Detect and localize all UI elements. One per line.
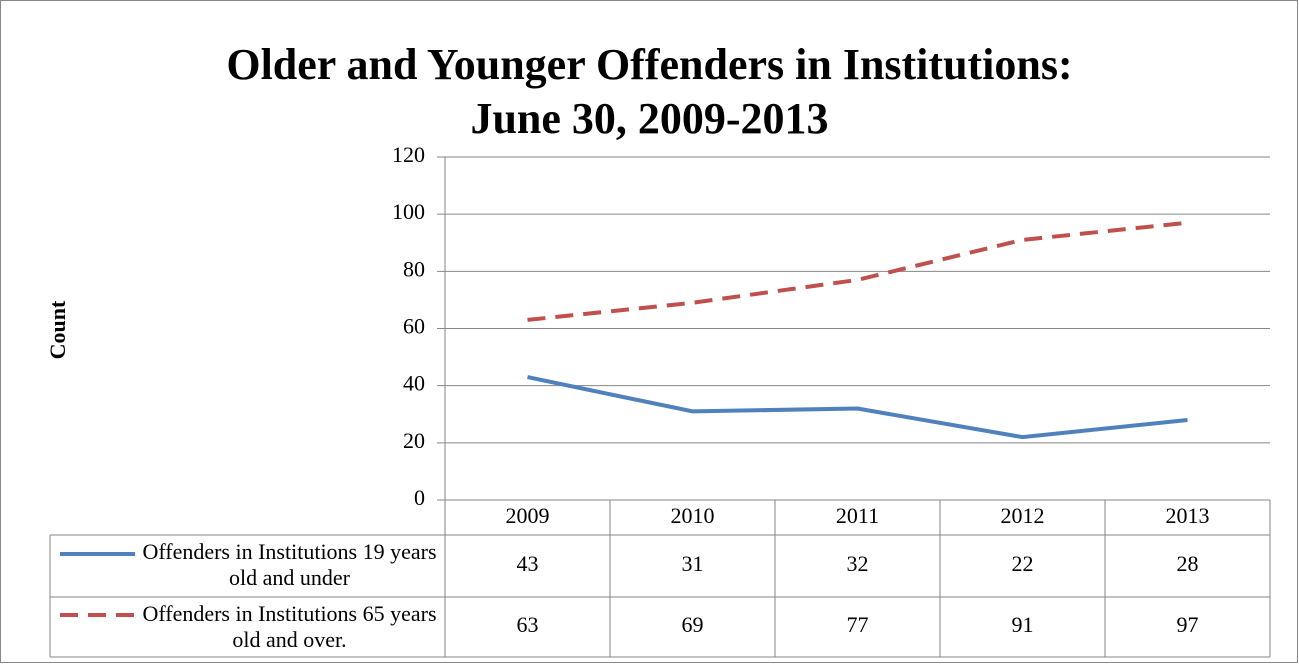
x-tick-label: 2010 — [671, 503, 715, 528]
y-tick-label: 40 — [403, 371, 425, 396]
x-tick-label: 2009 — [506, 503, 550, 528]
legend-label: Offenders in Institutions 19 years old a… — [142, 539, 437, 590]
data-label: 77 — [847, 612, 869, 637]
data-label: 28 — [1177, 551, 1199, 576]
y-tick-label: 60 — [403, 314, 425, 339]
data-label: 43 — [517, 551, 539, 576]
data-label: 31 — [682, 551, 704, 576]
y-tick-label: 120 — [392, 142, 425, 167]
data-label: 63 — [517, 612, 539, 637]
data-label: 32 — [847, 551, 869, 576]
legend-label: Offenders in Institutions 65 years old a… — [142, 601, 437, 652]
x-tick-label: 2011 — [836, 503, 879, 528]
y-axis-label: Count — [45, 300, 70, 359]
x-tick-label: 2013 — [1166, 503, 1210, 528]
y-tick-label: 100 — [392, 199, 425, 224]
x-tick-label: 2012 — [1001, 503, 1045, 528]
data-label: 91 — [1012, 612, 1034, 637]
data-label: 22 — [1012, 551, 1034, 576]
y-tick-label: 20 — [403, 428, 425, 453]
series-line — [527, 375, 1188, 440]
y-tick-label: 80 — [403, 256, 425, 281]
chart-title: Older and Younger Offenders in Instituti… — [226, 40, 1073, 143]
data-label: 69 — [682, 612, 704, 637]
y-tick-label: 0 — [414, 485, 425, 510]
data-label: 97 — [1177, 612, 1199, 637]
